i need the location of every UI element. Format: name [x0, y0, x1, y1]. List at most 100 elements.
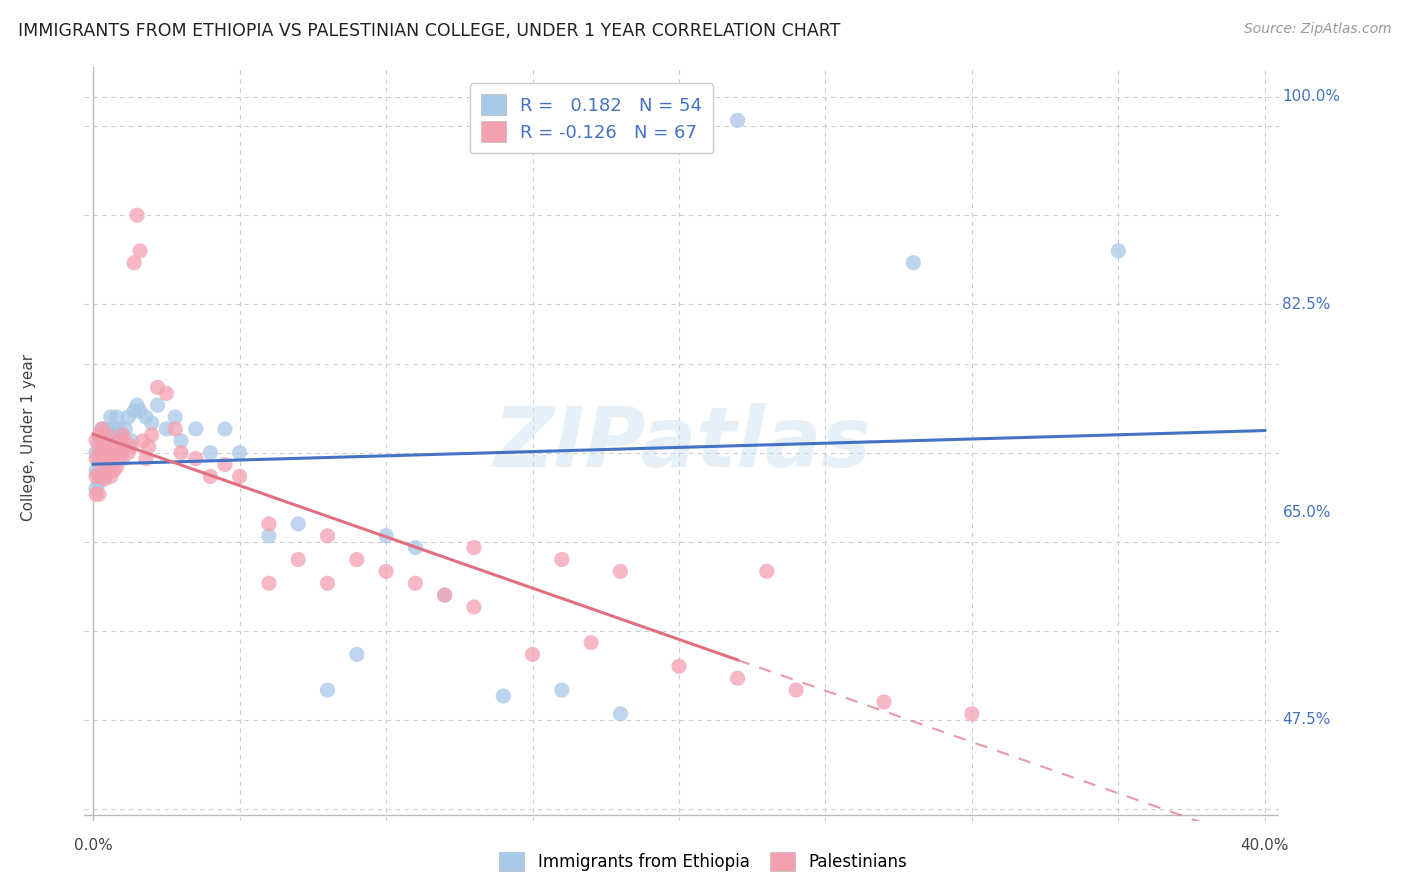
Point — [97, 445, 120, 459]
Point — [228, 445, 250, 459]
Point — [184, 451, 207, 466]
Point — [105, 428, 128, 442]
Point — [155, 422, 177, 436]
Point — [609, 565, 631, 579]
Point — [727, 113, 749, 128]
Point — [90, 469, 114, 483]
Text: Source: ZipAtlas.com: Source: ZipAtlas.com — [1244, 22, 1392, 37]
Point — [87, 428, 110, 442]
Point — [103, 445, 125, 459]
Point — [108, 422, 131, 436]
Point — [463, 541, 485, 555]
Point — [120, 440, 142, 454]
Point — [100, 458, 122, 472]
Point — [129, 244, 152, 258]
Point — [105, 459, 128, 474]
Point — [404, 576, 426, 591]
Point — [108, 434, 131, 448]
Point — [97, 422, 120, 436]
Text: 0.0%: 0.0% — [73, 838, 112, 854]
Point — [84, 434, 107, 448]
Point — [141, 428, 163, 442]
Point — [127, 398, 149, 412]
Point — [87, 434, 110, 448]
Point — [146, 380, 169, 394]
Point — [346, 648, 368, 662]
Text: College, Under 1 year: College, Under 1 year — [21, 354, 37, 522]
Point — [375, 529, 398, 543]
Point — [551, 552, 574, 566]
Point — [84, 469, 107, 483]
Point — [94, 434, 117, 448]
Point — [114, 422, 136, 436]
Point — [84, 463, 107, 477]
Point — [103, 463, 125, 477]
Point — [103, 445, 125, 459]
Text: 65.0%: 65.0% — [1282, 505, 1331, 519]
Point — [138, 440, 160, 454]
Point — [316, 683, 339, 698]
Text: 40.0%: 40.0% — [1240, 838, 1289, 854]
Point — [120, 434, 142, 448]
Point — [100, 440, 122, 454]
Point — [129, 404, 152, 418]
Point — [785, 683, 807, 698]
Point — [114, 434, 136, 448]
Point — [94, 428, 117, 442]
Point — [287, 552, 309, 566]
Point — [135, 410, 157, 425]
Point — [117, 445, 139, 459]
Point — [755, 565, 778, 579]
Point — [668, 659, 690, 673]
Point — [257, 516, 280, 531]
Point — [105, 410, 128, 425]
Point — [94, 472, 117, 486]
Point — [87, 451, 110, 466]
Point — [97, 463, 120, 477]
Point — [108, 451, 131, 466]
Point — [94, 469, 117, 483]
Point — [184, 422, 207, 436]
Point — [90, 440, 114, 454]
Point — [132, 434, 155, 448]
Point — [200, 445, 222, 459]
Point — [873, 695, 896, 709]
Point — [122, 256, 145, 270]
Point — [727, 671, 749, 685]
Point — [1107, 244, 1129, 258]
Point — [127, 208, 149, 222]
Point — [200, 469, 222, 483]
Point — [90, 458, 114, 472]
Point — [84, 487, 107, 501]
Point — [141, 416, 163, 430]
Point — [551, 683, 574, 698]
Point — [84, 481, 107, 495]
Point — [87, 487, 110, 501]
Point — [90, 422, 114, 436]
Point — [111, 428, 134, 442]
Point — [117, 410, 139, 425]
Point — [155, 386, 177, 401]
Point — [375, 565, 398, 579]
Point — [84, 451, 107, 466]
Point — [214, 458, 236, 472]
Point — [97, 445, 120, 459]
Point — [100, 410, 122, 425]
Point — [903, 256, 925, 270]
Point — [316, 576, 339, 591]
Point — [146, 398, 169, 412]
Point — [579, 635, 602, 649]
Point — [404, 541, 426, 555]
Point — [492, 689, 515, 703]
Point — [287, 516, 309, 531]
Point — [90, 451, 114, 466]
Point — [105, 445, 128, 459]
Point — [257, 529, 280, 543]
Point — [170, 434, 193, 448]
Legend: R =   0.182   N = 54, R = -0.126   N = 67: R = 0.182 N = 54, R = -0.126 N = 67 — [470, 84, 713, 153]
Point — [87, 445, 110, 459]
Point — [228, 469, 250, 483]
Text: 82.5%: 82.5% — [1282, 297, 1330, 312]
Point — [94, 445, 117, 459]
Point — [165, 422, 187, 436]
